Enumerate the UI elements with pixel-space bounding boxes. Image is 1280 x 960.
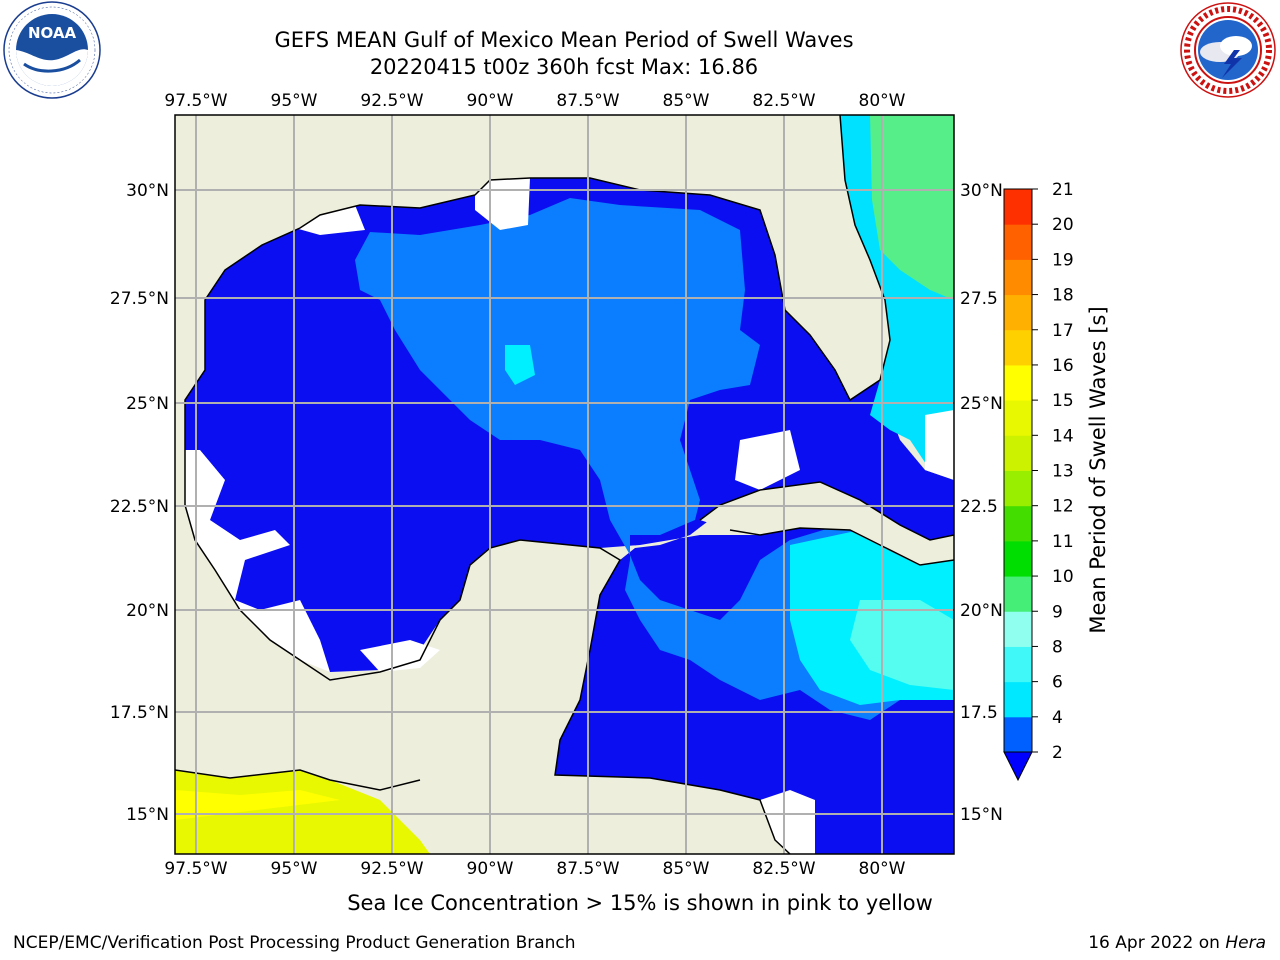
colorbar-tick-label: 2	[1052, 743, 1063, 763]
figure-subtitle: 20220415 t00z 360h fcst Max: 16.86	[369, 55, 759, 79]
machine-name: Hera	[1225, 933, 1266, 953]
lat-labels-left: 30°N 27.5°N 25°N 22.5°N 20°N 17.5°N 15°N	[110, 181, 169, 825]
lon-label-top: 80°W	[859, 91, 906, 111]
colorbar-tick-label: 9	[1052, 602, 1063, 622]
colorbar-tick-label: 13	[1052, 462, 1074, 482]
lon-labels-top: 97.5°W 95°W 92.5°W 90°W 87.5°W 85°W 82.5…	[164, 91, 905, 111]
lon-label-bottom: 87.5°W	[556, 859, 619, 879]
colorbar-segment	[1004, 189, 1032, 225]
no-data-honduras	[760, 790, 815, 854]
lon-labels-bottom: 97.5°W 95°W 92.5°W 90°W 87.5°W 85°W 82.5…	[164, 859, 905, 879]
lat-label-right: 27.5	[960, 289, 998, 309]
lon-label-top: 95°W	[271, 91, 318, 111]
date-text: 16 Apr 2022 on	[1088, 933, 1220, 953]
swell-patch-cyan	[505, 345, 535, 385]
lon-label-bottom: 80°W	[859, 859, 906, 879]
colorbar-tick-label: 12	[1052, 497, 1074, 517]
lat-label-left: 20°N	[126, 601, 169, 621]
lon-label-top: 87.5°W	[556, 91, 619, 111]
lon-label-top: 97.5°W	[164, 91, 227, 111]
no-data-yucatan	[360, 640, 440, 672]
colorbar-tick-label: 16	[1052, 356, 1074, 376]
lat-label-left: 17.5°N	[110, 703, 169, 723]
lat-label-left: 15°N	[126, 805, 169, 825]
lat-labels-right: 30°N 27.5 25°N 22.5 20°N 17.5 15°N	[960, 181, 1003, 825]
colorbar: 2 4 6 8 9 10 11 12 13 14 15 16 17 18 19 20 21	[1003, 180, 1074, 782]
colorbar-segment	[1004, 294, 1032, 331]
lat-label-left: 22.5°N	[110, 497, 169, 517]
lat-label-left: 30°N	[126, 181, 169, 201]
lon-label-top: 82.5°W	[752, 91, 815, 111]
colorbar-segment	[1004, 435, 1032, 471]
lon-label-bottom: 92.5°W	[360, 859, 423, 879]
lat-label-right: 15°N	[960, 805, 1003, 825]
colorbar-segment	[1004, 716, 1032, 753]
land-cuba	[700, 482, 954, 565]
noaa-logo-text: NOAA	[28, 24, 77, 42]
colorbar-tick-label: 20	[1052, 215, 1074, 235]
noaa-logo-icon: NOAA	[3, 1, 101, 99]
date-line: 16 Apr 2022 on Hera	[1088, 933, 1266, 953]
colorbar-tick-label: 15	[1052, 391, 1074, 411]
lat-label-right: 20°N	[960, 601, 1003, 621]
lat-label-left: 27.5°N	[110, 289, 169, 309]
colorbar-tick-label: 19	[1052, 250, 1074, 270]
land-north-america	[175, 115, 890, 505]
sea-ice-pacific-edge	[175, 790, 340, 820]
colorbar-segment	[1004, 505, 1032, 542]
colorbar-segment	[1004, 364, 1032, 401]
lon-label-bottom: 97.5°W	[164, 859, 227, 879]
colorbar-tick-label: 4	[1052, 708, 1063, 728]
colorbar-tick-label: 14	[1052, 426, 1074, 446]
lon-label-bottom: 95°W	[271, 859, 318, 879]
map-frame	[174, 114, 955, 855]
figure-title: GEFS MEAN Gulf of Mexico Mean Period of …	[274, 28, 854, 52]
swell-region-6to8s-east	[870, 115, 954, 300]
colorbar-segment	[1004, 470, 1032, 507]
colorbar-label: Mean Period of Swell Waves [s]	[1086, 306, 1110, 633]
colorbar-tick-label: 17	[1052, 321, 1074, 341]
colorbar-tick-label: 8	[1052, 637, 1063, 657]
map-panel	[175, 115, 954, 854]
colorbar-tick-label: 6	[1052, 673, 1063, 693]
colorbar-segment	[1004, 611, 1032, 647]
colorbar-tick-label: 18	[1052, 286, 1074, 306]
lon-label-bottom: 90°W	[467, 859, 514, 879]
colorbar-extend-triangle	[1003, 751, 1033, 782]
sea-ice-note: Sea Ice Concentration > 15% is shown in …	[347, 891, 933, 915]
colorbar-tick-label: 11	[1052, 532, 1074, 552]
colorbar-segment	[1004, 540, 1032, 577]
lat-label-right: 22.5	[960, 497, 998, 517]
lat-label-right: 17.5	[960, 703, 998, 723]
lat-label-left: 25°N	[126, 394, 169, 414]
colorbar-tick-label: 21	[1052, 180, 1074, 200]
swell-region-6to8s-caribbean	[850, 600, 954, 690]
colorbar-segment	[1004, 224, 1032, 260]
lon-label-bottom: 85°W	[663, 859, 710, 879]
no-data-keys	[925, 410, 954, 480]
colorbar-segment	[1004, 646, 1032, 683]
colorbar-segment	[1004, 259, 1032, 296]
lon-label-top: 92.5°W	[360, 91, 423, 111]
gridlines	[175, 115, 954, 854]
lon-label-top: 85°W	[663, 91, 710, 111]
colorbar-segment	[1004, 681, 1032, 718]
colorbar-segment	[1004, 576, 1032, 612]
colorbar-tick-label: 10	[1052, 567, 1074, 587]
lon-label-top: 90°W	[467, 91, 514, 111]
sea-ice-pacific	[175, 770, 430, 854]
credit-line: NCEP/EMC/Verification Post Processing Pr…	[13, 933, 576, 953]
nws-logo-icon	[1180, 2, 1276, 98]
lat-label-right: 30°N	[960, 181, 1003, 201]
colorbar-segment	[1004, 400, 1032, 436]
lat-label-right: 25°N	[960, 394, 1003, 414]
colorbar-segment	[1004, 329, 1032, 366]
lon-label-bottom: 82.5°W	[752, 859, 815, 879]
land-yucatan	[175, 540, 790, 854]
